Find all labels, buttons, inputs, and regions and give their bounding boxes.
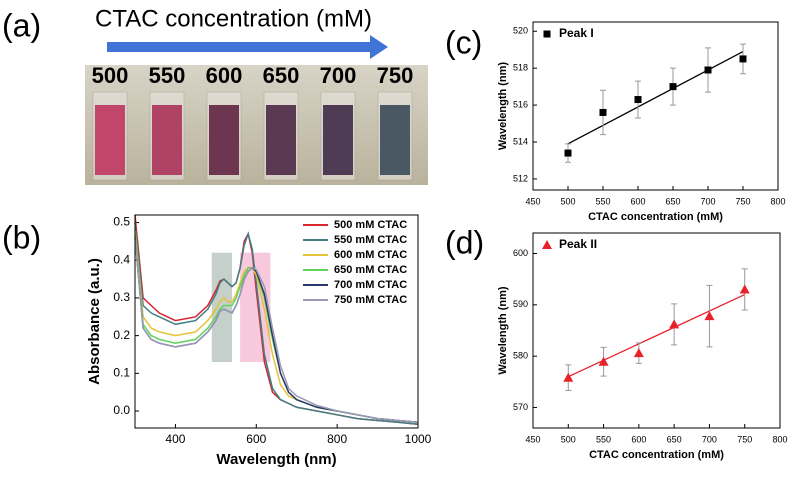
y-tick-label: 520	[513, 26, 528, 36]
point	[704, 311, 715, 321]
y-tick-label: 512	[513, 173, 528, 183]
vials	[92, 91, 413, 181]
x-tick-label: 750	[735, 196, 750, 206]
x-tick-label: 450	[525, 196, 540, 206]
y-tick-label: 600	[513, 248, 528, 258]
x-tick-label: 650	[665, 196, 680, 206]
x-tick-label: 600	[631, 434, 646, 444]
vial-liquid	[380, 105, 410, 175]
panel-label: (c)	[445, 24, 482, 60]
panel-label: (b)	[2, 219, 41, 255]
arrow	[107, 35, 388, 59]
x-tick-label: 500	[560, 196, 575, 206]
vial-liquid	[152, 105, 182, 175]
panel-label: (d)	[445, 224, 484, 260]
vial-liquid	[95, 105, 125, 175]
legend-label: 700 mM CTAC	[334, 279, 407, 291]
legend-label: 750 mM CTAC	[334, 294, 407, 306]
vial-liquid	[323, 105, 353, 175]
y-tick-label: 0.0	[113, 403, 130, 417]
y-axis-label: Wavelength (nm)	[497, 286, 509, 375]
point	[739, 284, 750, 294]
x-tick-label: 700	[700, 196, 715, 206]
x-tick-label: 450	[525, 434, 540, 444]
y-tick-label: 518	[513, 63, 528, 73]
y-tick-label: 0.1	[113, 366, 130, 380]
concentration-label: 500	[92, 63, 129, 88]
y-tick-label: 570	[513, 402, 528, 412]
point	[634, 96, 642, 104]
x-tick-label: 700	[702, 434, 717, 444]
y-tick-label: 0.3	[113, 290, 130, 304]
x-tick-label: 550	[596, 434, 611, 444]
fit-line	[567, 50, 744, 145]
vial-liquid	[266, 105, 296, 175]
series-line	[134, 222, 419, 425]
legend-label: 500 mM CTAC	[334, 219, 407, 231]
panel-label: (a)	[2, 7, 41, 43]
x-axis-label: CTAC concentration (mM)	[589, 449, 724, 461]
legend-label: 650 mM CTAC	[334, 264, 407, 276]
point	[564, 149, 572, 157]
concentration-label: 650	[263, 63, 300, 88]
y-tick-label: 516	[513, 99, 528, 109]
concentration-label: 600	[206, 63, 243, 88]
x-tick-label: 750	[737, 434, 752, 444]
photo-title: CTAC concentration (mM)	[95, 5, 372, 32]
x-tick-label: 500	[561, 434, 576, 444]
point	[599, 108, 607, 116]
concentration-label: 700	[320, 63, 357, 88]
concentration-label: 550	[149, 63, 186, 88]
x-axis-label: Wavelength (nm)	[216, 451, 336, 468]
y-tick-label: 0.4	[113, 252, 130, 266]
y-axis-label: Wavelength (nm)	[497, 62, 509, 151]
x-tick-label: 800	[772, 434, 787, 444]
x-tick-label: 400	[165, 432, 185, 446]
photo	[85, 65, 428, 185]
plot-frame	[532, 232, 781, 429]
series-line	[134, 237, 419, 424]
concentration-label: 750	[377, 63, 414, 88]
x-tick-label: 600	[246, 432, 266, 446]
vial-liquid	[209, 105, 239, 175]
y-tick-label: 0.2	[113, 328, 130, 342]
point	[704, 66, 712, 74]
y-tick-label: 590	[513, 299, 528, 309]
plot-frame	[134, 214, 419, 429]
legend-swatch	[543, 30, 551, 38]
point	[739, 55, 747, 63]
legend-label: Peak I	[559, 26, 594, 40]
point	[598, 356, 609, 366]
legend-swatch	[542, 240, 552, 249]
legend-label: 600 mM CTAC	[334, 249, 407, 261]
x-tick-label: 800	[327, 432, 347, 446]
x-tick-label: 600	[630, 196, 645, 206]
y-tick-label: 514	[513, 136, 528, 146]
y-tick-label: 580	[513, 351, 528, 361]
point	[633, 348, 644, 358]
x-tick-label: 800	[770, 196, 785, 206]
x-tick-label: 650	[667, 434, 682, 444]
point	[563, 372, 574, 382]
x-tick-label: 550	[595, 196, 610, 206]
fit-line	[568, 293, 745, 378]
legend-label: Peak II	[559, 237, 597, 251]
point	[669, 319, 680, 329]
point	[669, 83, 677, 91]
plot-frame	[532, 21, 779, 191]
x-tick-label: 1000	[405, 432, 432, 446]
y-axis-label: Absorbance (a.u.)	[86, 258, 103, 385]
y-tick-label: 0.5	[113, 215, 130, 229]
x-axis-label: CTAC concentration (mM)	[588, 211, 723, 223]
legend-label: 550 mM CTAC	[334, 234, 407, 246]
